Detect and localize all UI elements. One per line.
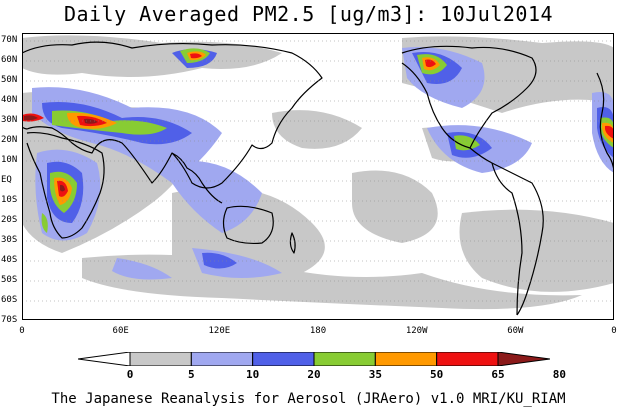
latitude-label: 10N [1, 155, 18, 165]
longitude-label: 120W [405, 326, 428, 336]
longitude-label: 0 [611, 326, 617, 336]
longitude-label: 120E [208, 326, 231, 336]
colorbar-cell [252, 352, 315, 366]
latitude-label: 40S [1, 255, 18, 265]
colorbar [78, 352, 550, 366]
latitude-label: 20S [1, 215, 18, 225]
colorbar-cell [374, 352, 438, 366]
colorbar-label: 80 [552, 368, 566, 381]
latitude-label: 60S [1, 295, 18, 305]
footer-credit: The Japanese Reanalysis for Aerosol (JRA… [51, 391, 566, 407]
latitude-label: 30S [1, 235, 18, 245]
latitude-label: EQ [1, 175, 12, 185]
latitude-label: 50S [1, 275, 18, 285]
longitude-label: 60E [112, 326, 129, 336]
longitude-label: 180 [309, 326, 327, 336]
colorbar-label: 35 [368, 368, 382, 381]
colorbar-cell [190, 352, 254, 366]
longitude-label: 0 [19, 326, 25, 336]
latitude-label: 70S [1, 315, 18, 325]
colorbar-label: 0 [126, 368, 134, 381]
latitude-label: 10S [1, 195, 18, 205]
colorbar-cell [313, 352, 376, 366]
latitude-label: 40N [1, 95, 18, 105]
latitude-label: 50N [1, 75, 18, 85]
longitude-label: 60W [507, 326, 524, 336]
latitude-label: 70N [1, 35, 18, 45]
colorbar-cell [129, 352, 192, 366]
colorbar-label: 5 [188, 368, 195, 381]
colorbar-label: 65 [491, 368, 505, 381]
colorbar-cell-high [497, 352, 550, 366]
colorbar-cell-low [78, 352, 131, 366]
colorbar-label: 50 [430, 368, 444, 381]
latitude-label: 20N [1, 135, 18, 145]
latitude-label: 60N [1, 55, 18, 65]
map-title: Daily Averaged PM2.5 [ug/m3]: 10Jul2014 [63, 2, 554, 26]
colorbar-label: 10 [246, 368, 260, 381]
colorbar-cell [436, 352, 499, 366]
latitude-label: 30N [1, 115, 18, 125]
pm25-map [22, 33, 614, 320]
colorbar-label: 20 [307, 368, 321, 381]
